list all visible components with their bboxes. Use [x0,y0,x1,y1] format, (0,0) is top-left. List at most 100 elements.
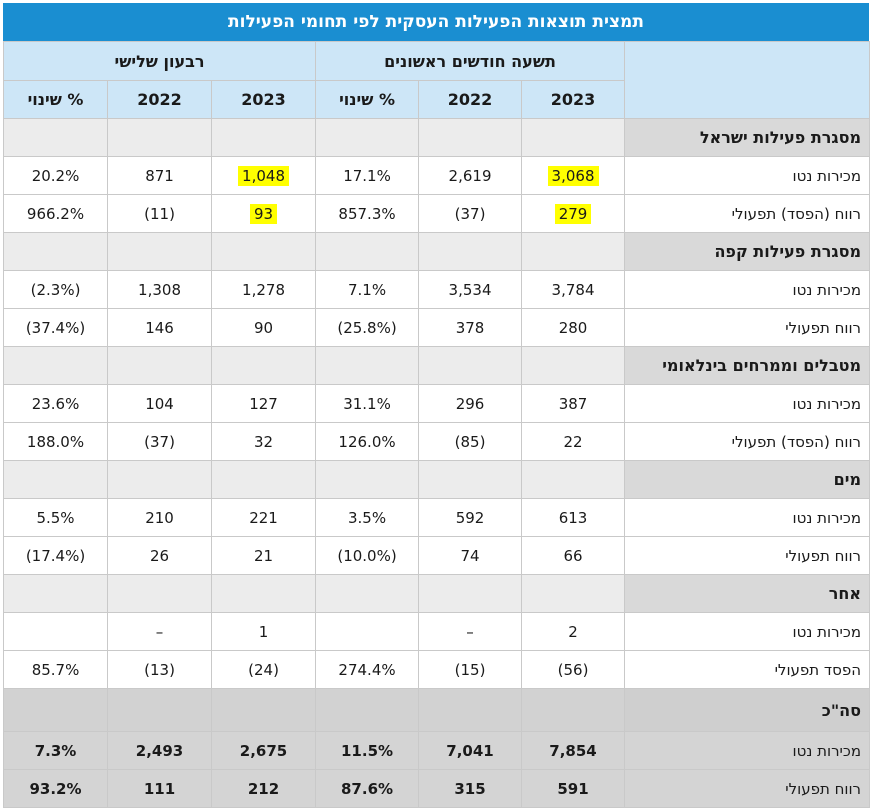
third-quarter-change-cell: (37.4%) [2,308,109,347]
cell-value: 126.0% [338,432,396,451]
nine-months-2023-cell: 279 [521,194,626,233]
nine-months-2023-cell: (56) [521,650,626,689]
section-empty-cell [418,232,523,271]
section-title: סה"כ [624,688,871,732]
section-header-row: סה"כ [2,688,871,732]
cell-value: (13) [144,660,175,679]
third-quarter-2022-cell: 104 [107,384,213,423]
cell-value: 11.5% [341,741,394,760]
third-quarter-2023-cell: 90 [211,308,317,347]
third-quarter-2023-cell: 2,675 [211,731,317,770]
cell-value: 7.3% [34,741,77,760]
cell-value: 280 [558,318,588,337]
cell-value: 23.6% [31,394,80,413]
section-empty-cell [211,232,317,271]
cell-value: 17.1% [343,166,391,185]
cell-value: 26 [149,546,170,565]
nine-months-2022-cell: (37) [418,194,523,233]
cell-value: 3,534 [448,280,492,299]
section-empty-cell [211,118,317,157]
third-quarter-change-cell: 85.7% [2,650,109,689]
section-empty-cell [2,346,109,385]
third-quarter-change-cell: 20.2% [2,156,109,195]
nine-months-2023-cell: 3,784 [521,270,626,309]
third-quarter-2022-header: 2022 [107,80,213,119]
cell-value: 20.2% [31,166,80,185]
nine-months-change-cell: (25.8%) [315,308,420,347]
cell-value: 2,493 [135,741,184,760]
third-quarter-2023-header: 2023 [211,80,317,119]
third-quarter-change-cell [2,612,109,651]
table-row: הפסד תפעולי (56) (15) 274.4% (24) (13) 85.7% [2,650,871,689]
third-quarter-change-cell: 966.2% [2,194,109,233]
section-empty-cell [211,346,317,385]
table-row: רווח תפעולי 591 315 87.6% 212 111 93.2% [2,769,871,808]
cell-value: 315 [454,779,486,798]
cell-value: 7,854 [549,741,597,760]
nine-months-2023-header: 2023 [521,80,626,119]
section-empty-cell [521,346,626,385]
section-header-row: מסגרת פעילות קפה [2,232,871,271]
cell-value: (11) [144,204,175,223]
nine-months-2022-header: 2022 [418,80,523,119]
cell-value: 85.7% [31,660,80,679]
nine-months-2023-cell: 2 [521,612,626,651]
nine-months-change-cell: 274.4% [315,650,420,689]
nine-months-2022-cell: 74 [418,536,523,575]
third-quarter-2022-cell: 210 [107,498,213,537]
nine-months-2023-cell: 613 [521,498,626,537]
label-header-cell [624,41,871,119]
third-quarter-2023-cell: 221 [211,498,317,537]
row-label: מכירות נטו [624,156,871,195]
section-empty-cell [521,460,626,499]
table-row: מכירות נטו 2 – 1 – [2,612,871,651]
cell-value: 188.0% [26,432,85,451]
nine-months-change-cell [315,612,420,651]
cell-value: 111 [143,779,176,798]
section-empty-cell [418,346,523,385]
third-quarter-2022-cell: (37) [107,422,213,461]
third-quarter-2023-cell: 1,278 [211,270,317,309]
row-label: מכירות נטו [624,270,871,309]
nine-months-header: תשעה חודשים ראשונים [315,41,626,81]
cell-value: 378 [455,318,485,337]
table-row: מכירות נטו 387 296 31.1% 127 104 23.6% [2,384,871,423]
third-quarter-change-header: % שינוי [2,80,109,119]
section-empty-cell [107,232,213,271]
table-row: רווח תפעולי 280 378 (25.8%) 90 146 (37.4%) [2,308,871,347]
cell-value: 7,041 [446,741,494,760]
section-title: מים [624,460,871,499]
section-empty-cell [418,688,523,732]
cell-value: – [466,622,474,641]
section-empty-cell [315,232,420,271]
third-quarter-change-cell: 5.5% [2,498,109,537]
table-row: מכירות נטו 7,854 7,041 11.5% 2,675 2,493 7.3% [2,731,871,770]
third-quarter-2022-cell: 146 [107,308,213,347]
cell-value: 7.1% [347,280,387,299]
row-label: מכירות נטו [624,384,871,423]
section-empty-cell [521,232,626,271]
third-quarter-2022-cell: (11) [107,194,213,233]
third-quarter-change-cell: 23.6% [2,384,109,423]
section-empty-cell [211,460,317,499]
section-empty-cell [418,574,523,613]
row-label: הפסד תפעולי [624,650,871,689]
cell-value: 32 [253,432,274,451]
third-quarter-2022-cell: 2,493 [107,731,213,770]
nine-months-2023-cell: 66 [521,536,626,575]
cell-value: 1 [258,622,269,641]
table-row: רווח תפעולי 66 74 (10.0%) 21 26 (17.4%) [2,536,871,575]
cell-value: 87.6% [341,779,394,798]
cell-value: (25.8%) [337,318,397,337]
nine-months-2022-cell: 7,041 [418,731,523,770]
cell-value: 966.2% [26,204,85,223]
nine-months-change-cell: 31.1% [315,384,420,423]
nine-months-2022-cell: (85) [418,422,523,461]
nine-months-change-header: % שינוי [315,80,420,119]
section-empty-cell [107,460,213,499]
cell-value: 1,308 [138,280,181,299]
nine-months-2022-cell: – [418,612,523,651]
group-header-row: תשעה חודשים ראשונים רבעון שלישי [2,41,871,119]
third-quarter-2023-cell: 1,048 [211,156,317,195]
cell-value: (85) [454,432,486,451]
